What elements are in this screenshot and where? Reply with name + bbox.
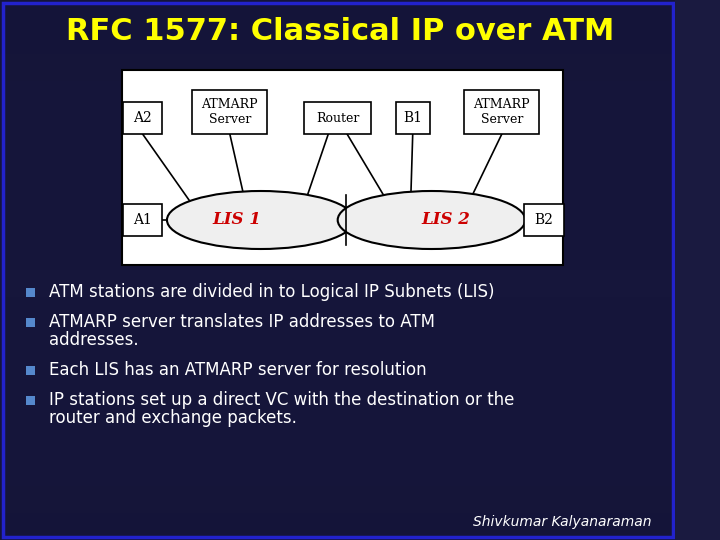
FancyBboxPatch shape [0,351,675,378]
FancyBboxPatch shape [0,162,675,189]
FancyBboxPatch shape [0,108,675,135]
Text: ATM stations are divided in to Logical IP Subnets (LIS): ATM stations are divided in to Logical I… [49,283,494,301]
Text: Shivkumar Kalyanaraman: Shivkumar Kalyanaraman [474,515,652,529]
FancyBboxPatch shape [0,486,675,513]
Text: ATMARP
Server: ATMARP Server [474,98,530,126]
Text: IP stations set up a direct VC with the destination or the: IP stations set up a direct VC with the … [49,391,514,409]
FancyBboxPatch shape [0,432,675,459]
FancyBboxPatch shape [464,90,539,134]
Text: Each LIS has an ATMARP server for resolution: Each LIS has an ATMARP server for resolu… [49,361,426,379]
FancyBboxPatch shape [123,204,162,236]
FancyBboxPatch shape [0,54,675,81]
FancyBboxPatch shape [0,513,675,540]
FancyBboxPatch shape [0,27,675,54]
FancyBboxPatch shape [0,0,675,27]
FancyBboxPatch shape [0,405,675,432]
Text: Router: Router [316,111,359,125]
FancyBboxPatch shape [0,324,675,351]
Ellipse shape [167,191,354,249]
FancyBboxPatch shape [0,378,675,405]
Text: LIS 2: LIS 2 [421,212,470,228]
FancyBboxPatch shape [524,204,564,236]
Text: RFC 1577: Classical IP over ATM: RFC 1577: Classical IP over ATM [66,17,614,46]
FancyBboxPatch shape [304,102,372,134]
Text: router and exchange packets.: router and exchange packets. [49,409,297,427]
FancyBboxPatch shape [0,270,675,297]
FancyBboxPatch shape [0,459,675,486]
FancyBboxPatch shape [0,243,675,270]
FancyBboxPatch shape [0,216,675,243]
FancyBboxPatch shape [26,318,35,327]
FancyBboxPatch shape [192,90,267,134]
Text: A2: A2 [133,111,152,125]
Text: B1: B1 [403,111,422,125]
Text: ATMARP server translates IP addresses to ATM: ATMARP server translates IP addresses to… [49,313,435,331]
FancyBboxPatch shape [0,81,675,108]
FancyBboxPatch shape [123,102,162,134]
Text: addresses.: addresses. [49,331,138,349]
Text: B2: B2 [535,213,554,227]
FancyBboxPatch shape [396,102,430,134]
Text: LIS 1: LIS 1 [213,212,262,228]
FancyBboxPatch shape [26,395,35,404]
FancyBboxPatch shape [26,366,35,375]
FancyBboxPatch shape [122,70,563,265]
Text: ATMARP
Server: ATMARP Server [202,98,258,126]
FancyBboxPatch shape [0,297,675,324]
FancyBboxPatch shape [0,189,675,216]
Ellipse shape [338,191,526,249]
Text: A1: A1 [133,213,152,227]
FancyBboxPatch shape [26,287,35,296]
FancyBboxPatch shape [0,135,675,162]
